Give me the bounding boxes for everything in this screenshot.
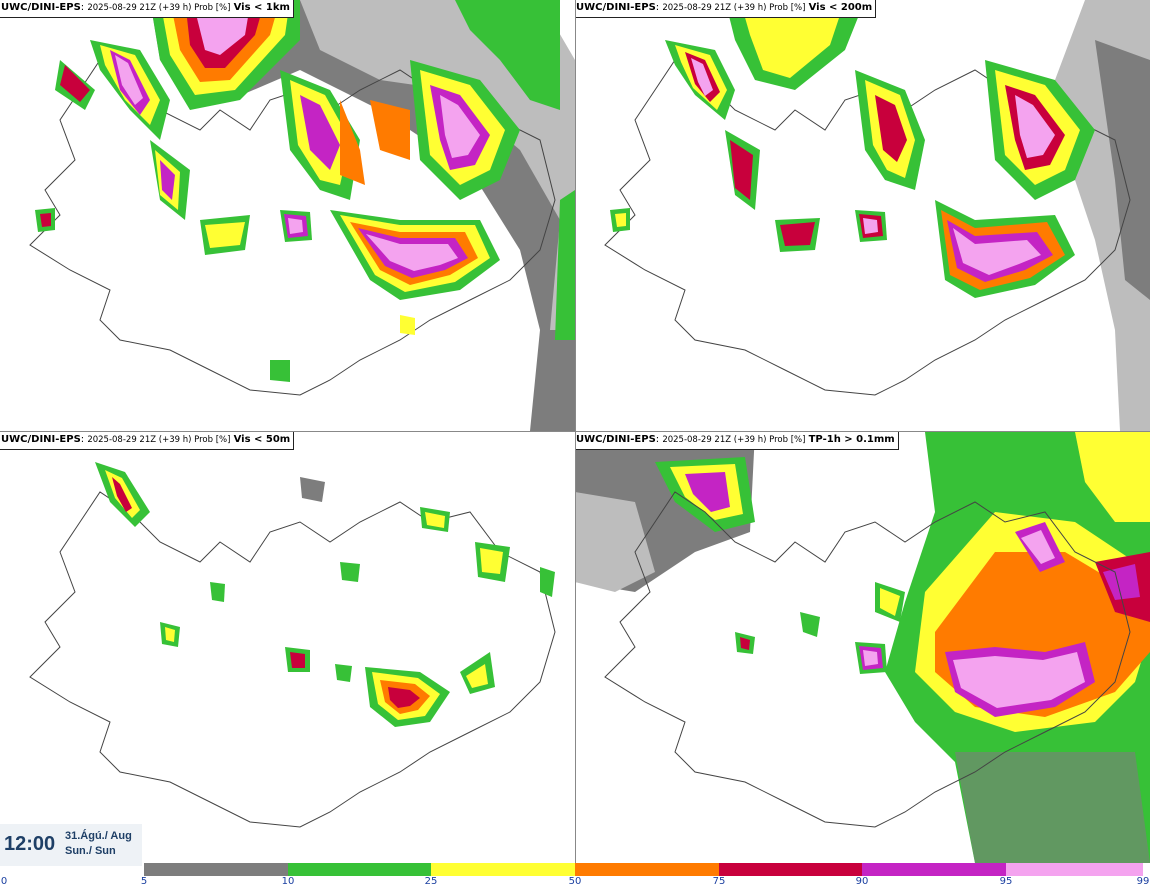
panel-title: UWC/DINI-EPS: 2025-08-29 21Z (+39 h) Pro… [575, 0, 877, 18]
map-panel-vis-50m: UWC/DINI-EPS: 2025-08-29 21Z (+39 h) Pro… [0, 432, 575, 863]
legend-tick-label: 0 [0, 876, 8, 887]
run-info: 2025-08-29 21Z (+39 h) Prob [%] [87, 435, 231, 445]
run-info: 2025-08-29 21Z (+39 h) Prob [%] [662, 435, 806, 445]
legend-color-segment [431, 863, 575, 876]
map-vis-50m [29, 462, 556, 828]
map-tp1h [575, 432, 1150, 863]
threshold-label: TP-1h > 0.1mm [808, 434, 895, 445]
map-vis-200m [604, 0, 1150, 431]
legend-color-segment [719, 863, 862, 876]
legend-tick-label: 95 [999, 876, 1013, 887]
legend-tick-label: 90 [855, 876, 869, 887]
panel-title: UWC/DINI-EPS: 2025-08-29 21Z (+39 h) Pro… [0, 432, 295, 450]
legend-tick-label: 5 [140, 876, 148, 887]
panel-title: UWC/DINI-EPS: 2025-08-29 21Z (+39 h) Pro… [0, 0, 294, 18]
legend-tick-label: 10 [281, 876, 295, 887]
probability-legend: 0 5 10 25 50 75 90 95 99 [0, 863, 1150, 891]
valid-time-weekday: Sun./ Sun [65, 845, 116, 857]
valid-time-clock: 12:00 [4, 833, 56, 855]
model-name: UWC/DINI-EPS [1, 434, 81, 445]
legend-color-segment [288, 863, 431, 876]
legend-color-segment [862, 863, 1006, 876]
valid-time-date: 31.Ágú./ Aug [65, 830, 132, 842]
threshold-label: Vis < 1km [233, 2, 290, 13]
run-info: 2025-08-29 21Z (+39 h) Prob [%] [87, 3, 231, 13]
legend-color-segment [1006, 863, 1143, 876]
legend-tick-label: 25 [424, 876, 438, 887]
threshold-label: Vis < 200m [808, 2, 873, 13]
model-name: UWC/DINI-EPS [576, 2, 656, 13]
valid-time-box: 12:00 31.Ágú./ Aug Sun./ Sun [0, 824, 142, 866]
map-vis-1km [29, 0, 575, 431]
model-name: UWC/DINI-EPS [576, 434, 656, 445]
panel-title: UWC/DINI-EPS: 2025-08-29 21Z (+39 h) Pro… [575, 432, 899, 450]
model-name: UWC/DINI-EPS [1, 2, 81, 13]
threshold-label: Vis < 50m [233, 434, 291, 445]
legend-tick-label: 99 [1136, 876, 1150, 887]
legend-tick-label: 50 [568, 876, 582, 887]
map-panel-tp1h: UWC/DINI-EPS: 2025-08-29 21Z (+39 h) Pro… [575, 432, 1150, 863]
map-panel-vis-200m: UWC/DINI-EPS: 2025-08-29 21Z (+39 h) Pro… [575, 0, 1150, 431]
legend-tick-label: 75 [712, 876, 726, 887]
legend-color-segment [575, 863, 719, 876]
legend-color-segment [144, 863, 288, 876]
map-panel-vis-1km: UWC/DINI-EPS: 2025-08-29 21Z (+39 h) Pro… [0, 0, 575, 431]
run-info: 2025-08-29 21Z (+39 h) Prob [%] [662, 3, 806, 13]
panel-divider-horizontal [0, 431, 1150, 432]
